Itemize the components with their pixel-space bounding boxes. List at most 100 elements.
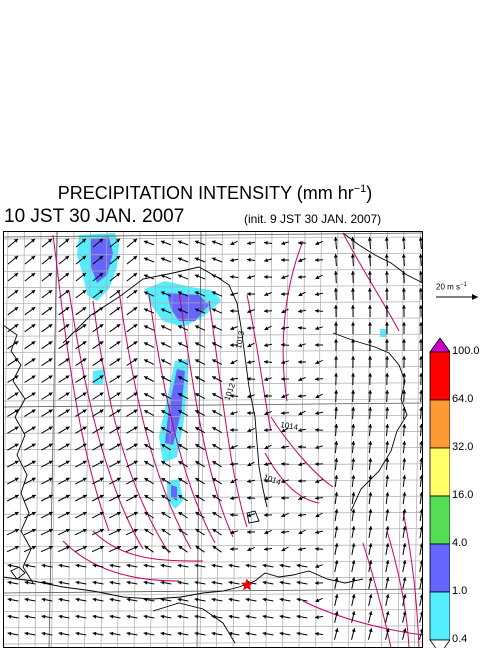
- wind-vector-head: [368, 424, 373, 428]
- chart-title: PRECIPITATION INTENSITY (mm hr−1): [57, 183, 373, 203]
- isobar-curve-5: [148, 294, 216, 544]
- wind-vector-head: [48, 358, 53, 362]
- wind-vector-head: [245, 614, 250, 619]
- wind-vector-head: [116, 375, 121, 379]
- wind-vector-head: [195, 512, 200, 516]
- wind-vector-head: [82, 341, 87, 345]
- wind-vector-head: [245, 597, 250, 602]
- wind-vector-head: [368, 339, 372, 343]
- wind-vector-head: [195, 325, 199, 329]
- isobar-curve-9: [282, 240, 304, 402]
- map-frame: [3, 231, 423, 648]
- wind-vector-head: [178, 393, 183, 397]
- wind-vector-head: [178, 528, 183, 533]
- wind-vector-head: [31, 375, 36, 379]
- wind-vector-head: [298, 547, 302, 552]
- wind-vector-head: [65, 375, 70, 379]
- wind-vector-head: [296, 614, 301, 619]
- wind-vector-head: [14, 426, 19, 431]
- wind-vector-head: [298, 479, 302, 483]
- wind-vector-head: [133, 545, 138, 550]
- wind-vector-head: [195, 545, 200, 550]
- wind-vector-head: [351, 339, 355, 343]
- grid-line: [3, 350, 423, 353]
- wind-vector-head: [65, 324, 70, 328]
- wind-vector-head: [385, 356, 390, 360]
- wind-vector-head: [315, 615, 319, 620]
- wind-vector-head: [160, 291, 165, 296]
- isobar-contours: [52, 232, 423, 648]
- wind-vector-head: [31, 460, 36, 465]
- precip-area-coast-core: [167, 293, 209, 321]
- wind-vector-head: [48, 460, 53, 465]
- colorbar-level-label: 16.0: [452, 489, 474, 501]
- wind-vector-head: [402, 611, 407, 615]
- wind-vector-head: [298, 360, 302, 364]
- wind-vector-head: [211, 631, 216, 636]
- wind-vector-head: [315, 360, 320, 364]
- wind-vector-head: [144, 495, 149, 499]
- wind-vector-head: [99, 238, 103, 243]
- wind-vector-head: [82, 409, 87, 414]
- wind-vector-head: [230, 513, 234, 517]
- wind-vector-head: [247, 292, 251, 296]
- wind-vector-head: [281, 309, 286, 313]
- wind-vector-head: [315, 258, 319, 262]
- colorbar-segment: [429, 351, 450, 401]
- wind-vector-head: [351, 492, 356, 496]
- wind-vector-head: [333, 271, 338, 275]
- grid-line: [216, 231, 223, 648]
- wind-vector-head: [144, 359, 149, 363]
- wind-vector-head: [279, 631, 284, 636]
- wind-vector-head: [351, 543, 356, 547]
- wind-vector-head: [281, 343, 285, 347]
- wind-vector-head: [402, 594, 407, 598]
- wind-vector-head: [368, 356, 373, 360]
- wind-vector-head: [334, 390, 339, 394]
- wind-vector-head: [402, 509, 407, 513]
- wind-vector-head: [116, 324, 121, 328]
- grid-line: [3, 463, 423, 467]
- wind-vector-head: [194, 291, 199, 296]
- grid-line: [3, 641, 423, 645]
- wind-vector-head: [279, 563, 284, 568]
- wind-vector-head: [247, 530, 251, 534]
- wind-vector-head: [211, 257, 216, 262]
- wind-vector-head: [160, 580, 165, 585]
- wind-vector-head: [126, 631, 131, 636]
- wind-vector-head: [178, 342, 183, 346]
- wind-vector-head: [14, 494, 19, 499]
- colorbar-top-triangle: [429, 338, 450, 353]
- wind-vector-head: [315, 428, 319, 432]
- wind-vector-head: [281, 326, 285, 331]
- wind-vector-head: [195, 342, 200, 346]
- wind-vector-head: [194, 597, 199, 602]
- wind-vector-head: [178, 308, 182, 312]
- wind-vector-head: [133, 392, 138, 397]
- wind-vector-head: [14, 255, 19, 260]
- grid-line: [3, 252, 423, 256]
- wind-vector-head: [351, 594, 356, 598]
- wind-scale-arrow: [436, 294, 478, 300]
- coastline-islet-a: [10, 566, 26, 580]
- wind-vector-head: [133, 238, 137, 243]
- wind-vector-head: [116, 358, 121, 362]
- wind-vector-head: [281, 547, 286, 551]
- wind-vector-head: [99, 375, 104, 379]
- wind-vector-head: [195, 308, 199, 312]
- wind-vector-head: [116, 477, 121, 482]
- wind-vector-head: [178, 410, 183, 414]
- wind-vector-head: [82, 426, 87, 431]
- wind-vector-head: [144, 410, 149, 414]
- wind-vector-head: [178, 359, 183, 363]
- wind-vector-head: [133, 443, 138, 448]
- wind-vector-head: [82, 494, 87, 499]
- wind-vector-head: [334, 356, 339, 360]
- wind-vector-head: [368, 390, 373, 394]
- wind-vector-head: [402, 407, 407, 411]
- wind-vector-head: [298, 343, 303, 348]
- grid-line: [3, 447, 423, 450]
- wind-vector-head: [161, 325, 165, 329]
- wind-vector-head: [385, 390, 390, 394]
- wind-vector-head: [296, 563, 301, 568]
